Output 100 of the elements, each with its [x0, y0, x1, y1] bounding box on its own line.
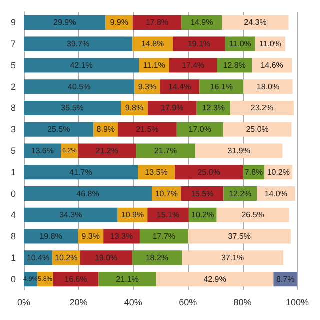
data-label: 46.8% — [76, 189, 100, 198]
data-label: 25.0% — [246, 125, 269, 134]
y-tick-label: 4 — [10, 210, 16, 220]
y-tick-label: 7 — [10, 39, 16, 50]
data-label: 15.5% — [191, 189, 214, 198]
data-label: 16.6% — [64, 274, 88, 284]
data-label: 21.5% — [136, 125, 159, 134]
x-tick-label: 40% — [124, 298, 142, 308]
bar — [24, 229, 78, 244]
data-label: 14.8% — [141, 40, 164, 49]
x-tick-label: 20% — [70, 298, 88, 308]
bar — [148, 100, 197, 116]
data-label: 19.1% — [188, 40, 211, 49]
y-tick-label: 0 — [10, 188, 16, 199]
data-label: 42.9% — [204, 274, 226, 284]
bar — [24, 186, 152, 202]
data-label: 7.8% — [244, 168, 264, 177]
data-label: 17.8% — [146, 18, 169, 28]
x-tick-label: 80% — [234, 298, 252, 308]
data-label: 15.1% — [156, 210, 180, 220]
data-label: 18.2% — [146, 253, 169, 262]
data-label: 9.9% — [110, 18, 128, 28]
x-tick-label: 60% — [179, 298, 198, 308]
data-label: 10.2% — [192, 210, 214, 220]
bar — [156, 272, 274, 287]
data-label: 14.6% — [260, 60, 284, 70]
y-tick-label: 8 — [10, 103, 16, 114]
data-label: 21.1% — [116, 274, 139, 284]
bar — [136, 144, 196, 158]
bar — [98, 272, 156, 287]
data-label: 9.3% — [138, 82, 157, 92]
data-label: 29.9% — [54, 18, 76, 28]
data-label: 8.9% — [96, 125, 116, 134]
data-label: 19.0% — [94, 253, 118, 262]
bar — [148, 208, 189, 222]
data-label: 12.3% — [202, 104, 226, 113]
bar — [24, 165, 138, 180]
y-tick-label: 1 — [10, 252, 16, 263]
y-tick-label: 1 — [10, 167, 16, 178]
bar — [188, 229, 291, 244]
data-label: 17.9% — [161, 104, 184, 113]
bar — [132, 15, 182, 30]
data-label: 34.3% — [60, 210, 82, 220]
data-label: 42.1% — [70, 60, 93, 70]
data-label: 18.0% — [256, 82, 280, 92]
data-label: 41.7% — [70, 168, 92, 177]
data-label: 35.5% — [61, 104, 84, 113]
data-label: 10.9% — [121, 210, 144, 220]
data-label: 13.3% — [110, 232, 134, 242]
data-label: 9.8% — [125, 104, 144, 113]
data-label: 24.3% — [244, 18, 267, 28]
y-tick-label: 9 — [10, 18, 16, 28]
data-label: 11.0% — [259, 40, 282, 49]
data-label: 14.4% — [168, 82, 192, 92]
data-label: 17.4% — [182, 60, 205, 70]
y-tick-label: 0 — [10, 274, 16, 284]
bar — [24, 58, 140, 73]
data-label: 16.1% — [210, 82, 233, 92]
y-tick-label: 5 — [10, 146, 16, 156]
data-label: 17.0% — [188, 125, 212, 134]
x-tick-label: 100% — [286, 298, 310, 308]
data-label: 14.0% — [264, 189, 288, 198]
bar — [182, 250, 284, 266]
data-label: 37.1% — [221, 253, 244, 262]
data-label: 19.8% — [40, 232, 62, 242]
data-label: 10.2% — [267, 168, 290, 177]
y-tick-label: 5 — [10, 60, 16, 70]
bar — [118, 122, 177, 137]
data-label: 12.2% — [228, 189, 252, 198]
data-label: 39.7% — [66, 40, 90, 49]
data-label: 25.0% — [198, 168, 220, 177]
bar — [24, 144, 62, 158]
data-label: 31.9% — [228, 146, 250, 156]
data-label: 11.1% — [143, 60, 166, 70]
bar — [216, 208, 290, 222]
bar — [80, 250, 132, 266]
data-label: 37.5% — [228, 232, 251, 242]
data-label: 25.5% — [48, 125, 70, 134]
bar — [24, 15, 106, 30]
data-label: 11.0% — [229, 40, 252, 49]
data-label: 10.7% — [155, 189, 178, 198]
bar — [222, 15, 289, 30]
bar — [195, 144, 283, 158]
bar — [24, 100, 122, 116]
bar — [176, 122, 224, 137]
data-label: 10.2% — [55, 253, 78, 262]
data-label: 14.9% — [190, 18, 214, 28]
bar — [170, 58, 218, 73]
y-tick-label: 8 — [10, 232, 16, 242]
y-tick-label: 2 — [10, 82, 16, 92]
bar — [24, 208, 118, 222]
data-label: 40.5% — [68, 82, 91, 92]
data-label: 12.8% — [223, 60, 246, 70]
y-tick-label: 3 — [10, 124, 16, 135]
data-label: 17.7% — [152, 232, 176, 242]
data-label: 8.7% — [276, 274, 295, 284]
bar — [223, 122, 292, 137]
data-label: 21.7% — [154, 146, 178, 156]
bar — [24, 122, 94, 137]
data-label: 13.6% — [31, 146, 54, 156]
